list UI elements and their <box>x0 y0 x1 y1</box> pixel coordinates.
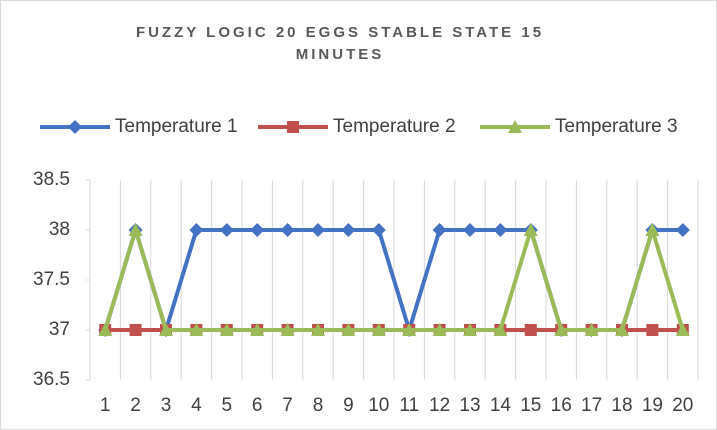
marker <box>675 323 690 336</box>
x-tick-label: 7 <box>282 395 293 416</box>
x-tick-label: 20 <box>672 395 693 416</box>
marker <box>280 323 295 336</box>
marker <box>250 223 265 237</box>
marker <box>129 324 142 336</box>
marker <box>287 121 299 133</box>
x-tick-label: 1 <box>100 395 111 416</box>
marker <box>341 323 356 336</box>
x-tick-label: 13 <box>459 395 480 416</box>
x-tick-label: 11 <box>399 395 419 416</box>
marker <box>493 323 508 336</box>
marker <box>311 223 325 237</box>
y-tick-label: 36.5 <box>33 369 70 390</box>
x-tick-label: 2 <box>130 395 141 416</box>
y-tick-label: 38 <box>49 219 70 240</box>
marker <box>98 323 113 336</box>
marker <box>128 223 143 236</box>
marker <box>68 120 82 134</box>
marker <box>523 223 538 236</box>
marker <box>219 323 234 336</box>
marker <box>371 223 386 237</box>
x-tick-label: 14 <box>490 395 512 416</box>
marker <box>463 223 477 237</box>
marker <box>250 323 265 336</box>
marker <box>432 223 447 237</box>
marker <box>341 223 356 237</box>
legend-label: Temperature 2 <box>333 116 456 137</box>
marker <box>432 323 447 336</box>
x-tick-label: 12 <box>429 395 450 416</box>
y-tick-label: 37.5 <box>33 269 70 290</box>
x-tick-label: 10 <box>368 395 389 416</box>
marker <box>493 223 508 237</box>
marker <box>615 323 629 336</box>
marker <box>189 323 204 336</box>
x-tick-label: 16 <box>551 395 572 416</box>
legend-label: Temperature 3 <box>555 116 678 137</box>
marker <box>402 323 417 336</box>
marker <box>554 323 569 336</box>
x-tick-label: 18 <box>611 395 632 416</box>
y-tick-label: 37 <box>49 319 70 340</box>
x-tick-label: 17 <box>581 395 602 416</box>
x-tick-label: 9 <box>343 395 354 416</box>
x-tick-label: 4 <box>191 395 202 416</box>
marker <box>524 324 537 336</box>
x-tick-label: 8 <box>313 395 324 416</box>
x-tick-label: 15 <box>520 395 541 416</box>
chart-title: FUZZY LOGIC 20 EGGS STABLE STATE 15 MINU… <box>135 24 545 63</box>
marker <box>189 223 204 237</box>
y-tick-label: 38.5 <box>33 169 70 190</box>
x-tick-label: 5 <box>222 395 233 416</box>
x-tick-label: 19 <box>642 395 663 416</box>
marker <box>371 323 386 336</box>
marker <box>463 323 477 336</box>
legend-label: Temperature 1 <box>115 116 238 137</box>
x-tick-label: 6 <box>252 395 263 416</box>
marker <box>280 223 295 237</box>
marker <box>219 223 234 237</box>
marker <box>311 323 325 336</box>
marker <box>584 323 599 336</box>
series-line <box>103 228 685 332</box>
marker <box>675 223 690 237</box>
marker <box>508 120 522 133</box>
marker <box>159 323 173 336</box>
x-tick-label: 3 <box>161 395 172 416</box>
marker <box>646 324 659 336</box>
marker <box>645 223 660 236</box>
